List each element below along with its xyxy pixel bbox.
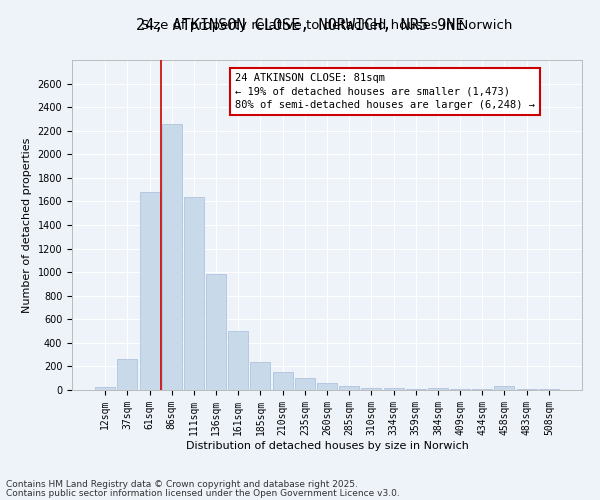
Bar [295, 378, 315, 390]
Text: 24 ATKINSON CLOSE: 81sqm
← 19% of detached houses are smaller (1,473)
80% of sem: 24 ATKINSON CLOSE: 81sqm ← 19% of detach… [235, 73, 535, 110]
X-axis label: Distribution of detached houses by size in Norwich: Distribution of detached houses by size … [185, 440, 469, 450]
Bar [140, 192, 160, 390]
Bar [162, 124, 182, 390]
Y-axis label: Number of detached properties: Number of detached properties [22, 138, 32, 312]
Bar [228, 331, 248, 390]
Text: 24, ATKINSON CLOSE, NORWICH, NR5 9NE: 24, ATKINSON CLOSE, NORWICH, NR5 9NE [136, 18, 464, 32]
Bar [118, 359, 137, 390]
Bar [383, 388, 404, 390]
Bar [317, 383, 337, 390]
Bar [95, 386, 115, 390]
Bar [250, 362, 271, 390]
Text: Contains HM Land Registry data © Crown copyright and database right 2025.: Contains HM Land Registry data © Crown c… [6, 480, 358, 489]
Bar [272, 372, 293, 390]
Bar [184, 196, 204, 390]
Text: Contains public sector information licensed under the Open Government Licence v3: Contains public sector information licen… [6, 488, 400, 498]
Bar [361, 388, 382, 390]
Bar [494, 386, 514, 390]
Bar [206, 274, 226, 390]
Title: Size of property relative to detached houses in Norwich: Size of property relative to detached ho… [142, 20, 512, 32]
Bar [539, 389, 559, 390]
Bar [517, 389, 536, 390]
Bar [428, 388, 448, 390]
Bar [339, 386, 359, 390]
